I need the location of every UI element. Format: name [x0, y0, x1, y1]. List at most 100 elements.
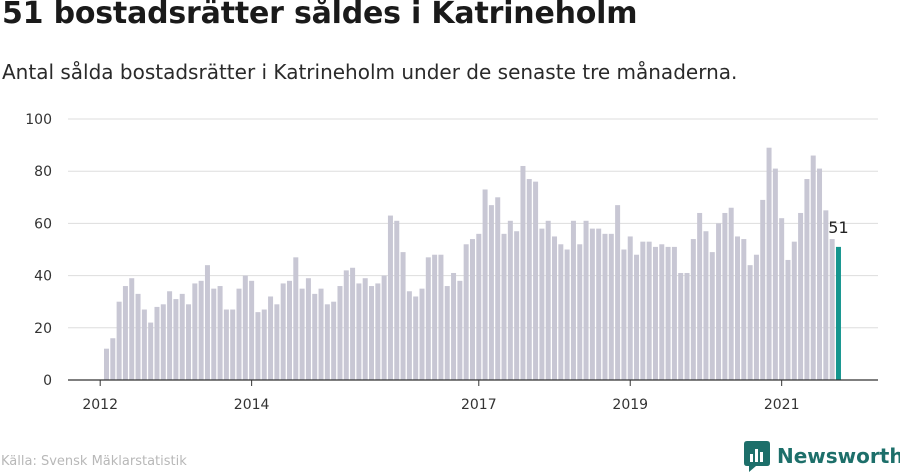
bar — [293, 257, 299, 380]
bar — [425, 257, 431, 380]
bar — [236, 288, 242, 380]
bar — [110, 338, 116, 380]
bar — [261, 309, 267, 380]
brand-logo: Newsworthy — [744, 440, 900, 472]
newsworthy-logo-icon — [744, 440, 770, 472]
brand-name: Newsworthy — [777, 444, 900, 468]
bar — [596, 228, 602, 380]
bar — [703, 231, 709, 380]
bar — [760, 199, 766, 380]
x-tick-label: 2021 — [764, 397, 800, 413]
bar — [810, 155, 816, 380]
y-tick-label: 60 — [34, 216, 52, 232]
bar — [457, 280, 463, 380]
bar — [785, 259, 791, 380]
bar — [640, 241, 646, 380]
bar — [362, 278, 368, 380]
bar — [684, 272, 690, 380]
labels: 0 20 40 60 80 100 2012 2014 2017 2019 2021 51 — [25, 112, 848, 413]
bar — [716, 223, 722, 380]
bar — [728, 207, 734, 380]
bar — [167, 291, 173, 380]
y-tick-label: 100 — [25, 112, 52, 128]
bar — [160, 304, 166, 380]
bar — [507, 220, 513, 380]
bar — [299, 288, 305, 380]
x-tick-label: 2019 — [612, 397, 648, 413]
bar — [772, 168, 778, 380]
bar — [337, 286, 343, 380]
bar — [804, 179, 810, 380]
bar — [217, 286, 223, 380]
bar — [400, 252, 406, 380]
bar — [469, 239, 475, 380]
bar — [444, 286, 450, 380]
bar — [387, 215, 393, 380]
bar — [722, 212, 728, 380]
y-tick-label: 80 — [34, 164, 52, 180]
bar — [690, 239, 696, 380]
highlight-value-label: 51 — [828, 218, 848, 237]
bar — [135, 293, 141, 380]
bar — [154, 306, 160, 380]
bar — [476, 233, 482, 380]
bar — [514, 231, 520, 380]
bar — [678, 272, 684, 380]
bar — [697, 212, 703, 380]
bar — [741, 239, 747, 380]
bar — [198, 280, 204, 380]
bar — [520, 165, 526, 380]
bar — [211, 288, 217, 380]
bars — [104, 147, 841, 380]
bar — [192, 283, 198, 380]
bar — [779, 218, 785, 380]
bar — [463, 244, 469, 380]
bar — [312, 293, 318, 380]
bar — [274, 304, 280, 380]
bar — [829, 239, 835, 380]
bar — [545, 220, 551, 380]
x-tick-label: 2012 — [82, 397, 118, 413]
bar — [709, 252, 715, 380]
bar — [413, 296, 419, 380]
bar — [141, 309, 147, 380]
bar — [533, 181, 539, 380]
x-axis — [68, 379, 878, 386]
bar — [280, 283, 286, 380]
bar — [564, 249, 570, 380]
y-tick-label: 0 — [43, 373, 52, 389]
bar — [419, 288, 425, 380]
bar — [148, 322, 154, 380]
bar — [406, 291, 412, 380]
bar-chart: 0 20 40 60 80 100 2012 2014 2017 2019 2021 51 — [25, 112, 878, 413]
bar — [615, 205, 621, 380]
source-note: Källa: Svensk Mäklarstatistik — [1, 454, 187, 469]
bar — [488, 205, 494, 380]
bar — [482, 189, 488, 380]
bar — [324, 304, 330, 380]
bar — [608, 233, 614, 380]
bar — [570, 220, 576, 380]
bar — [116, 301, 122, 380]
bar — [369, 286, 375, 380]
bar — [375, 283, 381, 380]
bar — [634, 254, 640, 380]
bar — [173, 299, 179, 380]
bar — [129, 278, 135, 380]
bar — [665, 246, 671, 380]
bar — [659, 244, 665, 380]
y-tick-label: 20 — [34, 321, 52, 337]
bar — [331, 301, 337, 380]
bar — [735, 236, 740, 380]
bar — [791, 241, 797, 380]
x-tick-label: 2014 — [234, 397, 270, 413]
bar — [766, 147, 772, 380]
bar — [621, 249, 627, 380]
bar — [602, 233, 608, 380]
bar — [552, 236, 558, 380]
y-tick-label: 40 — [34, 269, 52, 285]
bar — [753, 254, 759, 380]
chart-title: 51 bostadsrätter såldes i Katrineholm — [2, 0, 638, 31]
bar — [501, 233, 507, 380]
bar — [242, 275, 248, 380]
